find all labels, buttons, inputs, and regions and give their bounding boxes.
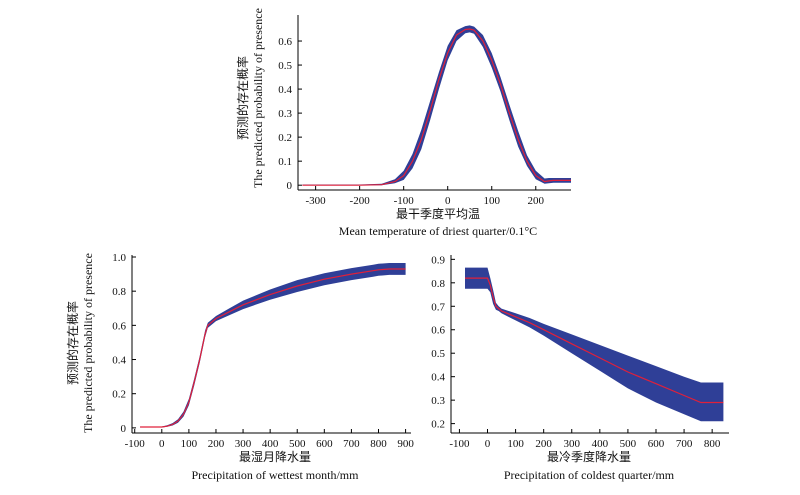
x-tick-label: 500: [620, 438, 637, 450]
mean-response-line: [465, 277, 724, 404]
x-tick-label: 800: [370, 438, 387, 450]
y-tick-label: 0.2: [112, 389, 126, 401]
x-tick-label: 600: [648, 438, 665, 450]
confidence-band: [302, 25, 571, 186]
y-tick-label: 0.6: [278, 36, 292, 48]
y-tick-label: 0.7: [431, 301, 445, 313]
x-tick-label: 300: [235, 438, 252, 450]
y-tick-label: 1.0: [112, 252, 126, 264]
y-tick-label: 0.6: [431, 325, 445, 337]
x-tick-label: -300: [306, 195, 327, 207]
y-axis-title-en: The predicted probability of presence: [81, 253, 95, 433]
confidence-band: [140, 263, 406, 428]
y-tick-label: 0.8: [431, 278, 445, 290]
x-tick-label: -200: [350, 195, 371, 207]
y-tick-label: 0.2: [278, 132, 292, 144]
x-tick-label: 200: [208, 438, 225, 450]
x-tick-label: 0: [445, 195, 451, 207]
y-tick-label: 0: [121, 423, 127, 435]
chart-wettest-precipitation: -100 0 100 200 300 400 500 600 700 800 900 0 0.2 0.4 0…: [112, 252, 414, 450]
y-tick-label: 0.4: [278, 84, 292, 96]
mean-response-line: [140, 268, 406, 428]
x-axis-title-en: Precipitation of coldest quarter/mm: [504, 468, 675, 482]
x-tick-label: 600: [316, 438, 333, 450]
x-tick-label: 100: [483, 195, 500, 207]
y-axis-title-zh: 预测的存在概率: [65, 301, 80, 385]
x-tick-label: -100: [449, 438, 470, 450]
x-tick-label: 300: [563, 438, 580, 450]
x-tick-label: 900: [397, 438, 414, 450]
y-tick-label: 0.1: [278, 156, 292, 168]
y-tick-label: 0.5: [431, 348, 445, 360]
y-tick-label: 0.2: [431, 419, 445, 431]
x-axis-title-zh: 最湿月降水量: [239, 449, 311, 464]
x-tick-label: 700: [676, 438, 693, 450]
x-tick-label: 100: [181, 438, 198, 450]
x-tick-label: 200: [528, 195, 545, 207]
x-tick-label: 800: [704, 438, 721, 450]
x-axis-title-zh: 最干季度平均温: [396, 206, 480, 221]
y-tick-label: 0.3: [278, 108, 292, 120]
x-tick-label: 400: [262, 438, 279, 450]
y-tick-label: 0.5: [278, 60, 292, 72]
y-tick-label: 0.9: [431, 254, 445, 266]
y-tick-label: 0.6: [112, 320, 126, 332]
x-axis-title-zh: 最冷季度降水量: [547, 449, 631, 464]
y-tick-label: 0.8: [112, 286, 126, 298]
x-tick-label: 0: [159, 438, 165, 450]
y-tick-label: 0: [287, 180, 293, 192]
y-axis-title-en: The predicted probability of presence: [251, 8, 265, 188]
x-tick-label: 500: [289, 438, 306, 450]
x-axis-title-en: Mean temperature of driest quarter/0.1°C: [339, 224, 537, 238]
y-tick-label: 0.4: [112, 355, 126, 367]
mean-response-line: [302, 28, 571, 186]
x-tick-label: 0: [485, 438, 491, 450]
chart-coldest-precipitation: -100 0 100 200 300 400 500 600 700 800 0.2 0.3 0.4 0.…: [431, 254, 729, 450]
y-tick-label: 0.4: [431, 372, 445, 384]
chart-driest-temperature: -300 -200 -100 0 100 200 0 0.1 0.2 0.3 0.4 0.5 0.6: [278, 15, 571, 207]
y-tick-label: 0.3: [431, 395, 445, 407]
x-tick-label: -100: [125, 438, 146, 450]
x-tick-label: -100: [394, 195, 415, 207]
confidence-band: [465, 267, 724, 422]
x-tick-label: 100: [507, 438, 524, 450]
y-axis-title-zh: 预测的存在概率: [235, 56, 250, 140]
x-axis-title-en: Precipitation of wettest month/mm: [192, 468, 360, 482]
x-tick-label: 400: [592, 438, 609, 450]
x-tick-label: 700: [343, 438, 360, 450]
x-tick-label: 200: [535, 438, 552, 450]
